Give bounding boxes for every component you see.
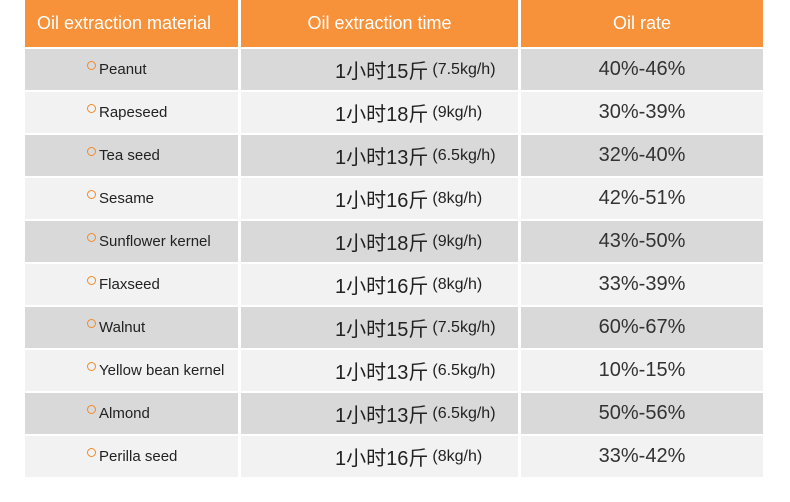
material-cell: Almond (25, 393, 238, 434)
time-cell: 1小时15斤 (7.5kg/h) (241, 307, 518, 348)
bullet (87, 233, 96, 242)
material-name: Sesame (99, 190, 155, 207)
bullet (87, 405, 96, 414)
material-cell: Peanut (25, 49, 238, 90)
rate-cell: 50%-56% (521, 393, 763, 434)
speed-text: (9kg/h) (432, 232, 483, 250)
speed-text: (8kg/h) (432, 275, 483, 293)
time-text: 1小时13斤 (335, 362, 429, 384)
time-text: 1小时13斤 (335, 147, 429, 169)
material-name: Perilla seed (99, 448, 178, 465)
material-cell: Tea seed (25, 135, 238, 176)
material-cell: Perilla seed (25, 436, 238, 477)
bullet (87, 190, 96, 199)
time-text: 1小时18斤 (335, 233, 429, 255)
speed-text: (9kg/h) (432, 103, 483, 121)
header-cell: Oil rate (521, 0, 763, 47)
time-cell: 1小时16斤 (8kg/h) (241, 436, 518, 477)
time-cell: 1小时13斤 (6.5kg/h) (241, 135, 518, 176)
time-cell: 1小时18斤 (9kg/h) (241, 92, 518, 133)
rate-cell: 10%-15% (521, 350, 763, 391)
rate-cell: 42%-51% (521, 178, 763, 219)
time-cell: 1小时16斤 (8kg/h) (241, 264, 518, 305)
speed-text: (6.5kg/h) (432, 404, 496, 422)
material-cell: Sesame (25, 178, 238, 219)
time-text: 1小时13斤 (335, 405, 429, 427)
time-cell: 1小时18斤 (9kg/h) (241, 221, 518, 262)
time-text: 1小时18斤 (335, 104, 429, 126)
speed-text: (6.5kg/h) (432, 361, 496, 379)
bullet (87, 276, 96, 285)
time-cell: 1小时15斤 (7.5kg/h) (241, 49, 518, 90)
material-name: Yellow bean kernel (99, 362, 225, 379)
time-cell: 1小时16斤 (8kg/h) (241, 178, 518, 219)
time-cell: 1小时13斤 (6.5kg/h) (241, 350, 518, 391)
speed-text: (7.5kg/h) (432, 60, 496, 78)
time-cell: 1小时13斤 (6.5kg/h) (241, 393, 518, 434)
speed-text: (7.5kg/h) (432, 318, 496, 336)
material-cell: Sunflower kernel (25, 221, 238, 262)
bullet (87, 362, 96, 371)
material-cell: Walnut (25, 307, 238, 348)
rate-cell: 32%-40% (521, 135, 763, 176)
bullet (87, 448, 96, 457)
time-text: 1小时15斤 (335, 61, 429, 83)
bullet (87, 319, 96, 328)
material-name: Almond (99, 405, 150, 422)
material-name: Tea seed (99, 147, 160, 164)
rate-cell: 40%-46% (521, 49, 763, 90)
header-cell: Oil extraction material (25, 0, 238, 47)
material-name: Peanut (99, 61, 147, 78)
time-text: 1小时15斤 (335, 319, 429, 341)
material-cell: Rapeseed (25, 92, 238, 133)
material-name: Walnut (99, 319, 146, 336)
bullet (87, 61, 96, 70)
time-text: 1小时16斤 (335, 276, 429, 298)
time-text: 1小时16斤 (335, 190, 429, 212)
rate-cell: 43%-50% (521, 221, 763, 262)
material-cell: Flaxseed (25, 264, 238, 305)
speed-text: (8kg/h) (432, 447, 483, 465)
rate-cell: 30%-39% (521, 92, 763, 133)
rate-cell: 33%-42% (521, 436, 763, 477)
material-name: Rapeseed (99, 104, 168, 121)
header-cell: Oil extraction time (241, 0, 518, 47)
speed-text: (8kg/h) (432, 189, 483, 207)
rate-cell: 33%-39% (521, 264, 763, 305)
speed-text: (6.5kg/h) (432, 146, 496, 164)
material-name: Sunflower kernel (99, 233, 211, 250)
rate-cell: 60%-67% (521, 307, 763, 348)
material-cell: Yellow bean kernel (25, 350, 238, 391)
bullet (87, 104, 96, 113)
bullet (87, 147, 96, 156)
material-name: Flaxseed (99, 276, 160, 293)
time-text: 1小时16斤 (335, 448, 429, 470)
